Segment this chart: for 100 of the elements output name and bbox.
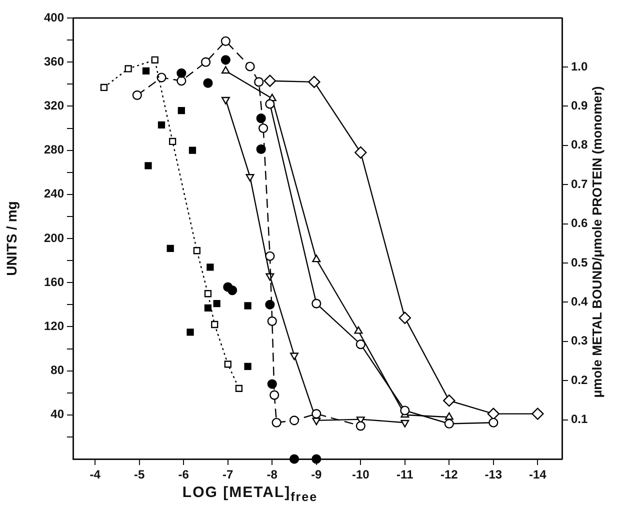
y-tick-label: 200 — [44, 230, 64, 245]
point — [176, 68, 186, 78]
x-tick-label: -11 — [396, 468, 414, 482]
point — [290, 352, 299, 360]
x-tick-label: -13 — [484, 468, 502, 482]
point — [244, 362, 252, 370]
y2-tick-label: 0.2 — [571, 372, 588, 387]
point — [176, 76, 186, 86]
y2-tick-label: 0.8 — [571, 138, 588, 152]
x-tick-label: -7 — [222, 468, 234, 482]
x-tick-label: -4 — [90, 468, 101, 482]
point — [188, 146, 196, 154]
point — [264, 74, 276, 87]
point — [254, 77, 264, 87]
point — [193, 247, 200, 254]
point — [221, 96, 230, 104]
point — [158, 121, 166, 129]
x-tick-label: -14 — [528, 468, 547, 482]
point — [220, 55, 230, 65]
y2-tick-label: 0.3 — [571, 334, 588, 348]
point — [356, 340, 366, 350]
point — [224, 360, 232, 368]
y-tick-label: 120 — [44, 319, 64, 334]
point — [156, 72, 166, 82]
point — [308, 76, 320, 88]
point — [256, 114, 266, 124]
point — [235, 384, 243, 392]
y-tick-label: 320 — [44, 98, 64, 113]
point — [228, 286, 238, 296]
y2-tick-label: 0.4 — [571, 294, 588, 309]
y-tick-label: 80 — [50, 363, 64, 378]
point — [488, 418, 498, 428]
point — [203, 78, 213, 88]
point — [267, 316, 277, 326]
point — [487, 408, 500, 420]
point — [245, 62, 255, 72]
point — [444, 412, 454, 420]
point — [178, 107, 185, 114]
point — [444, 418, 454, 429]
x-tick-label: -12 — [440, 468, 458, 482]
point — [272, 418, 282, 428]
y-tick-label: 240 — [44, 186, 64, 201]
x-tick-label: -5 — [134, 468, 146, 482]
point — [166, 244, 174, 252]
point — [312, 254, 321, 262]
point — [221, 66, 230, 74]
point — [312, 409, 322, 419]
point — [200, 57, 211, 67]
x-tick-label: -8 — [266, 468, 278, 482]
point — [289, 454, 300, 464]
x-tick-label: -9 — [311, 468, 322, 482]
point — [356, 421, 366, 431]
point — [270, 390, 280, 400]
point — [206, 264, 214, 271]
point — [265, 251, 275, 261]
point — [144, 162, 152, 170]
point — [246, 174, 254, 182]
point — [400, 406, 410, 416]
y-tick-label: 360 — [44, 54, 64, 68]
point — [204, 290, 212, 298]
point — [289, 416, 300, 426]
y2-tick-label: 1.0 — [571, 59, 588, 74]
point — [132, 90, 142, 100]
point — [312, 298, 322, 308]
point — [354, 146, 367, 159]
point — [532, 408, 544, 420]
point — [213, 300, 220, 308]
x-tick-label: -6 — [178, 468, 190, 482]
y-tick-label: 40 — [50, 407, 64, 422]
point — [186, 328, 194, 336]
y-axis-title: UNITS / mg — [3, 201, 20, 276]
point — [169, 138, 176, 146]
point — [256, 144, 266, 154]
point — [265, 99, 275, 109]
point — [312, 418, 321, 426]
point — [443, 394, 456, 407]
point — [220, 36, 230, 46]
y2-tick-label: 0.7 — [571, 176, 588, 191]
y-tick-label: 160 — [44, 274, 64, 289]
point — [312, 454, 322, 464]
y2-tick-label: 0.9 — [571, 98, 588, 113]
point — [258, 123, 268, 134]
point — [265, 300, 275, 310]
point — [400, 420, 410, 428]
y2-tick-label: 0.5 — [571, 255, 588, 270]
point — [354, 326, 363, 334]
point — [267, 379, 277, 389]
point — [244, 302, 252, 310]
y-tick-label: 400 — [44, 10, 64, 24]
point — [100, 84, 108, 92]
y2-tick-label: 0.6 — [571, 216, 588, 230]
x-axis-title: LOG [METAL]$_{free}$ — [181, 484, 319, 504]
x-tick-label: -10 — [352, 468, 370, 482]
point — [124, 65, 132, 72]
y-tick-label: 280 — [44, 142, 64, 157]
y2-axis-title: μmole METAL BOUND/μmole PROTEIN (monomer) — [590, 86, 604, 398]
point — [151, 56, 158, 64]
point — [204, 304, 212, 312]
point — [142, 67, 150, 74]
point — [211, 320, 218, 328]
